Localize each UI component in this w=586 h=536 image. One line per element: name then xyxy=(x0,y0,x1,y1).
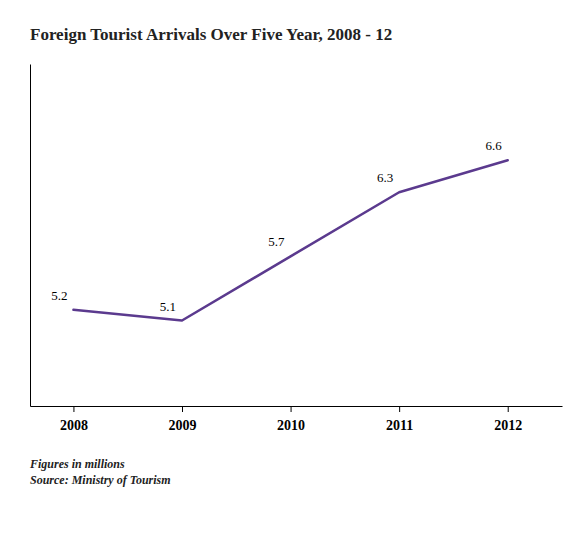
data-label: 6.6 xyxy=(485,138,502,153)
footnote: Figures in millions xyxy=(29,457,125,471)
x-tick: 2008 xyxy=(60,406,88,433)
data-label: 5.1 xyxy=(160,299,176,314)
x-tick-mark xyxy=(182,406,183,412)
data-label: 5.7 xyxy=(268,234,285,249)
x-tick: 2010 xyxy=(277,406,305,433)
x-axis-line xyxy=(31,406,563,407)
x-tick-mark xyxy=(508,406,509,412)
x-tick-label: 2010 xyxy=(277,418,305,433)
marks xyxy=(73,160,507,320)
y-axis-line xyxy=(30,65,31,407)
x-tick-label: 2008 xyxy=(60,418,88,433)
x-tick-mark xyxy=(399,406,400,412)
footnotes: Figures in millions Source: Ministry of T… xyxy=(29,457,171,487)
chart: 2008 2009 2010 2011 2012 5.2 5.1 5.7 6.3 6.6 Forei… xyxy=(0,0,586,536)
title: Foreign Tourist Arrivals Over Five Year,… xyxy=(30,25,392,44)
x-tick-label: 2011 xyxy=(386,418,413,433)
x-tick: 2011 xyxy=(386,406,413,433)
footnote: Source: Ministry of Tourism xyxy=(30,473,171,487)
x-tick: 2009 xyxy=(169,406,197,433)
data-labels: 5.2 5.1 5.7 6.3 6.6 xyxy=(51,138,502,313)
x-tick-mark xyxy=(291,406,292,412)
x-tick-label: 2009 xyxy=(169,418,197,433)
x-axis: 2008 2009 2010 2011 2012 xyxy=(31,406,563,433)
x-tick-label: 2012 xyxy=(494,418,522,433)
data-label: 5.2 xyxy=(51,288,67,303)
x-tick: 2012 xyxy=(494,406,522,433)
line xyxy=(73,160,507,320)
y-axis xyxy=(30,65,31,407)
data-label: 6.3 xyxy=(377,170,393,185)
plot-area: 2008 2009 2010 2011 2012 5.2 5.1 5.7 6.3 6.6 xyxy=(31,65,563,433)
x-tick-mark xyxy=(73,406,74,412)
